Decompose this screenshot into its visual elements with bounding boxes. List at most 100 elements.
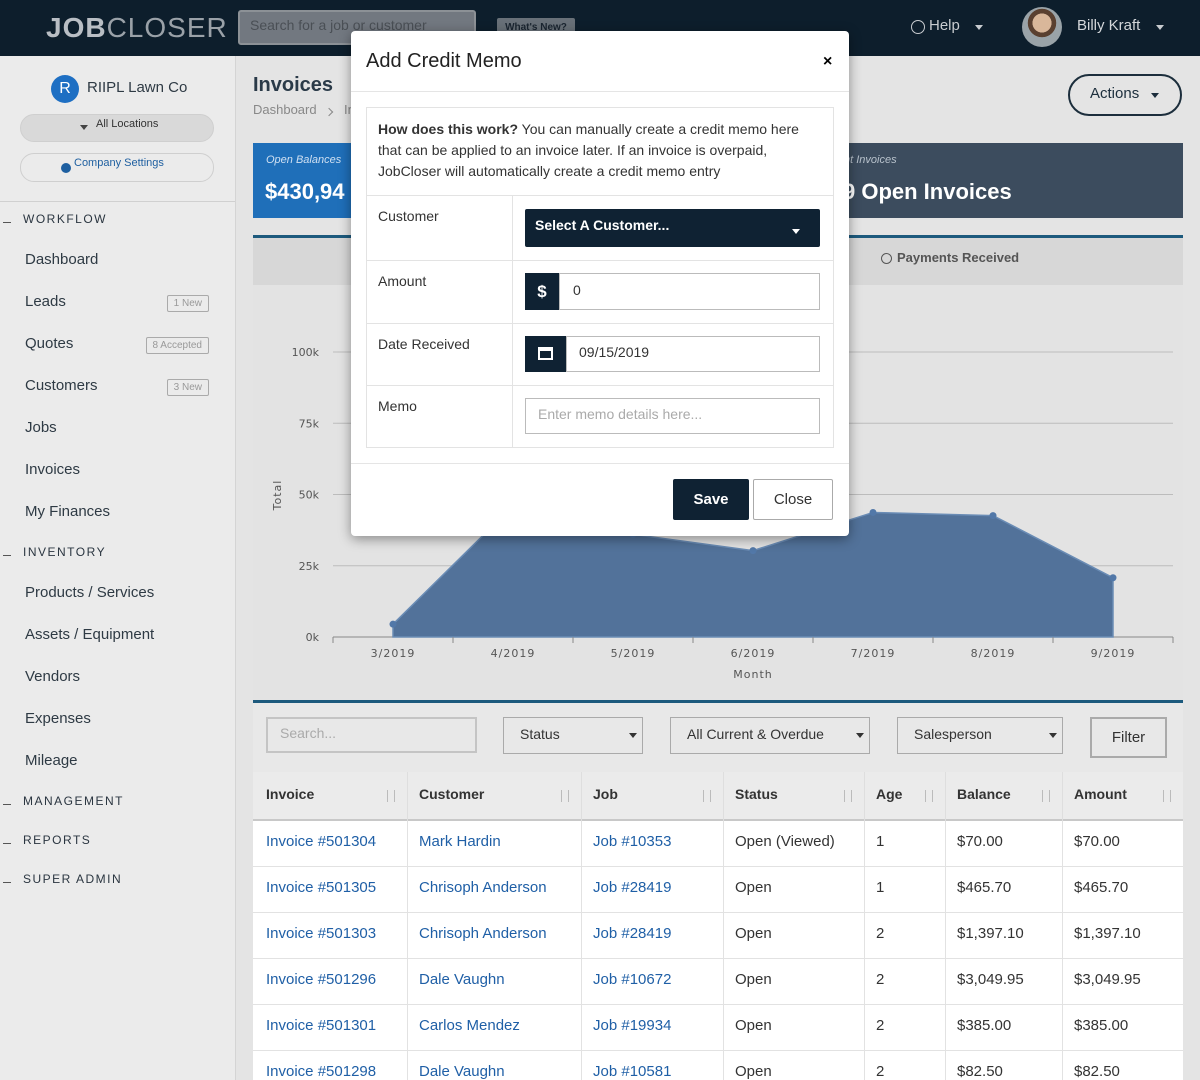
table-link[interactable]: Chrisoph Anderson — [419, 879, 547, 896]
table-link[interactable]: Job #10581 — [593, 1063, 672, 1080]
section-title[interactable]: REPORTS — [23, 833, 92, 847]
table-link[interactable]: Job #10353 — [593, 833, 672, 850]
table-cell: 2 — [876, 925, 885, 942]
table-link[interactable]: Invoice #501298 — [266, 1063, 377, 1080]
x-tick-label: 3/2019 — [371, 647, 416, 660]
y-tick-label: 0k — [306, 631, 320, 644]
filter-select[interactable] — [670, 717, 870, 754]
memo-input[interactable] — [525, 398, 820, 434]
nav-link[interactable]: Invoices — [25, 461, 81, 478]
nav-link[interactable]: Quotes — [25, 335, 74, 352]
user-name[interactable]: Billy Kraft — [1077, 17, 1141, 34]
modal-title: Add Credit Memo — [366, 50, 522, 72]
column-header[interactable]: Customer — [419, 786, 485, 802]
search-placeholder: Search for a job or customer — [250, 17, 427, 33]
table-cell: 1 — [876, 833, 885, 850]
table-link[interactable]: Invoice #501305 — [266, 879, 377, 896]
table-link[interactable]: Invoice #501301 — [266, 1017, 377, 1034]
date-input[interactable] — [566, 336, 820, 372]
table-link[interactable]: Job #28419 — [593, 925, 672, 942]
section-dash — [3, 804, 11, 805]
nav-link[interactable]: Dashboard — [25, 251, 99, 268]
form-label: Amount — [378, 273, 427, 289]
amount-addon: $ — [525, 273, 559, 310]
amount-value: 0 — [573, 282, 581, 298]
column-header[interactable]: Invoice — [266, 786, 315, 802]
modal-header-divider — [351, 91, 849, 92]
breadcrumb-link[interactable]: Dashboard — [253, 102, 317, 117]
nav-link[interactable]: Assets / Equipment — [25, 626, 155, 643]
table-link[interactable]: Job #19934 — [593, 1017, 672, 1034]
caret-icon — [80, 125, 88, 130]
table-cell: 2 — [876, 1017, 885, 1034]
form-row-divider — [366, 195, 834, 196]
modal-close-icon[interactable]: × — [823, 53, 833, 70]
column-header[interactable]: Amount — [1074, 786, 1127, 802]
card-value: 9 Open Invoices — [843, 179, 1012, 204]
filter-button[interactable]: Filter — [1090, 717, 1167, 758]
memo-placeholder: Enter memo details here... — [538, 406, 703, 422]
column-header[interactable]: Age — [876, 786, 903, 802]
search-input[interactable] — [266, 717, 477, 753]
y-tick-label: 50k — [299, 489, 320, 502]
chart-tab[interactable]: Payments Received — [897, 250, 1020, 265]
column-divider — [945, 821, 946, 1080]
logo-bold: JOB — [46, 12, 107, 43]
nav-link[interactable]: Products / Services — [25, 584, 155, 601]
section-title[interactable]: SUPER ADMIN — [23, 872, 123, 886]
settings-pill[interactable] — [20, 153, 214, 182]
actions-button[interactable] — [1068, 74, 1182, 116]
table-link[interactable]: Chrisoph Anderson — [419, 925, 547, 942]
amount-input[interactable] — [559, 273, 820, 310]
close-button[interactable]: Close — [753, 479, 833, 520]
customer-select[interactable] — [525, 209, 820, 247]
table-link[interactable]: Job #28419 — [593, 879, 672, 896]
nav-link[interactable]: Customers — [25, 377, 98, 394]
save-button[interactable]: Save — [673, 479, 749, 520]
sort-icon — [387, 790, 395, 802]
nav-link[interactable]: Expenses — [25, 710, 91, 727]
date-value: 09/15/2019 — [579, 344, 650, 360]
table-link[interactable]: Invoice #501296 — [266, 971, 377, 988]
table-cell: $1,397.10 — [1074, 925, 1141, 942]
column-header[interactable]: Balance — [957, 786, 1011, 802]
section-title[interactable]: INVENTORY — [23, 545, 107, 559]
sort-icon — [844, 790, 852, 802]
locations-pill[interactable] — [20, 114, 214, 142]
x-axis-label: Month — [733, 668, 772, 681]
nav-link[interactable]: Mileage — [25, 752, 78, 769]
table-link[interactable]: Dale Vaughn — [419, 971, 505, 988]
nav-link[interactable]: My Finances — [25, 503, 111, 520]
table-link[interactable]: Invoice #501303 — [266, 925, 377, 942]
filter-select[interactable] — [897, 717, 1063, 754]
nav-link[interactable]: Leads — [25, 293, 66, 310]
nav-link[interactable]: Jobs — [25, 419, 57, 436]
section-title[interactable]: WORKFLOW — [23, 212, 107, 226]
sidebar-divider — [0, 201, 235, 202]
sidebar — [0, 56, 236, 1080]
section-dash — [3, 882, 11, 883]
table-cell: Open — [735, 1017, 772, 1034]
card-open-invoices — [820, 143, 1183, 218]
section-title[interactable]: MANAGEMENT — [23, 794, 125, 808]
nav-link[interactable]: Vendors — [25, 668, 81, 685]
column-header[interactable]: Job — [593, 786, 618, 802]
nav-badge: 3 New — [166, 379, 209, 396]
filter-select-label: Status — [520, 726, 560, 742]
table-link[interactable]: Dale Vaughn — [419, 1063, 505, 1080]
column-header[interactable]: Status — [735, 786, 778, 802]
caret-icon — [792, 229, 800, 234]
table-link[interactable]: Mark Hardin — [419, 833, 501, 850]
actions-label[interactable]: Actions — [1090, 85, 1140, 102]
column-divider — [407, 821, 408, 1080]
gear-icon — [61, 163, 71, 173]
table-link[interactable]: Job #10672 — [593, 971, 672, 988]
table-link[interactable]: Carlos Mendez — [419, 1017, 520, 1034]
caret-icon — [1156, 25, 1164, 30]
help-link[interactable]: Help — [929, 17, 960, 34]
table-link[interactable]: Invoice #501304 — [266, 833, 377, 850]
filter-select-label: Salesperson — [914, 726, 992, 742]
filter-select[interactable] — [503, 717, 643, 754]
table-row — [253, 1051, 1183, 1080]
